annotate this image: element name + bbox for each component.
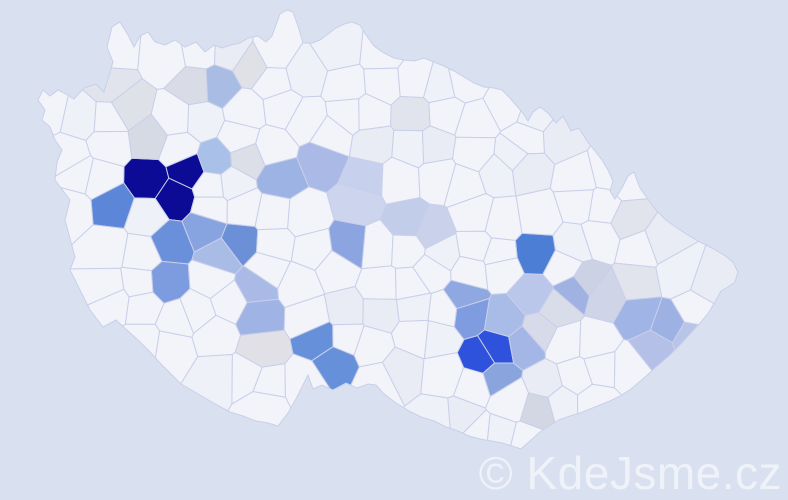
district-cell[interactable]: [209, 279, 248, 325]
district-cell[interactable]: [323, 286, 364, 326]
district-cell[interactable]: [283, 293, 331, 340]
district-cell[interactable]: [542, 249, 584, 287]
district-cell[interactable]: [418, 158, 457, 207]
country-border: [37, 9, 739, 450]
district-cell[interactable]: [121, 232, 163, 272]
district-cell[interactable]: [390, 96, 431, 132]
district-cell[interactable]: [255, 124, 300, 166]
district-cell[interactable]: [216, 119, 261, 154]
district-cell[interactable]: [484, 257, 525, 295]
district-cell[interactable]: [502, 420, 596, 480]
district-cell[interactable]: [423, 320, 465, 360]
district-cell[interactable]: [354, 265, 397, 300]
district-cell[interactable]: [158, 131, 202, 168]
district-cell[interactable]: [254, 192, 291, 231]
